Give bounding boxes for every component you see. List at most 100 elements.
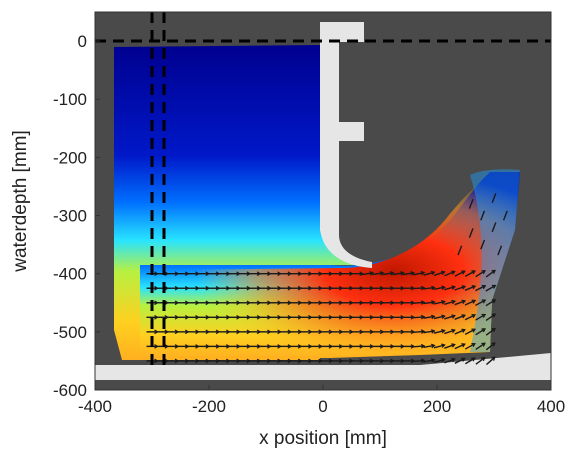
velocity-vector bbox=[464, 314, 476, 321]
velocity-vector-head bbox=[471, 357, 476, 362]
velocity-vector bbox=[454, 270, 466, 277]
velocity-vector bbox=[454, 300, 466, 306]
velocity-vector bbox=[480, 239, 486, 250]
velocity-vector bbox=[475, 328, 486, 336]
velocity-vector bbox=[433, 271, 445, 277]
velocity-vector bbox=[423, 330, 435, 334]
velocity-vector bbox=[444, 315, 456, 320]
velocity-vector bbox=[485, 284, 496, 292]
velocity-vector-head bbox=[441, 328, 446, 334]
velocity-vector bbox=[468, 198, 474, 209]
velocity-vector bbox=[485, 313, 496, 321]
velocity-vector-head bbox=[451, 285, 456, 290]
velocity-vector-head bbox=[451, 343, 456, 348]
y-tick-label: 0 bbox=[78, 32, 87, 51]
velocity-vector bbox=[444, 286, 456, 291]
velocity-vector-head bbox=[491, 327, 496, 333]
velocity-vector-head bbox=[359, 271, 364, 277]
velocity-vector bbox=[382, 272, 394, 276]
velocity-vector-head bbox=[481, 284, 487, 290]
velocity-vector bbox=[433, 286, 445, 290]
velocity-vector bbox=[444, 343, 455, 349]
x-tick-label: 0 bbox=[318, 397, 327, 416]
velocity-vector bbox=[464, 357, 476, 365]
velocity-vector-head bbox=[441, 357, 446, 363]
velocity-vector-head bbox=[410, 270, 416, 276]
velocity-vector-head bbox=[491, 356, 496, 361]
velocity-vector bbox=[475, 313, 486, 321]
velocity-vector-head bbox=[491, 299, 497, 304]
velocity-vector-head bbox=[491, 313, 497, 318]
velocity-vector-head bbox=[491, 342, 496, 347]
velocity-vector bbox=[485, 299, 496, 307]
velocity-vector-head bbox=[379, 270, 385, 276]
velocity-vector bbox=[454, 314, 466, 320]
velocity-vector bbox=[485, 328, 496, 336]
velocity-vector-head bbox=[389, 270, 395, 276]
velocity-vector bbox=[433, 344, 445, 349]
y-axis-label: waterdepth [mm] bbox=[10, 130, 31, 273]
velocity-vector-head bbox=[420, 343, 426, 349]
velocity-vector-head bbox=[441, 314, 446, 319]
velocity-vector bbox=[423, 286, 435, 290]
velocity-vector bbox=[413, 359, 425, 363]
velocity-vector bbox=[413, 301, 425, 304]
velocity-vector-head bbox=[491, 269, 496, 274]
x-tick-label: -200 bbox=[192, 397, 226, 416]
velocity-vector-head bbox=[481, 270, 486, 275]
velocity-vector bbox=[475, 285, 486, 292]
x-tick-label: 400 bbox=[537, 397, 565, 416]
velocity-vector-head bbox=[461, 328, 466, 333]
y-tick-label: -200 bbox=[53, 148, 87, 167]
y-tick-label: -100 bbox=[53, 90, 87, 109]
velocity-vector bbox=[413, 345, 425, 348]
velocity-vector bbox=[423, 344, 435, 349]
velocity-vector-head bbox=[481, 299, 487, 304]
velocity-vector-head bbox=[430, 343, 436, 349]
y-tick-label: -600 bbox=[53, 381, 87, 400]
velocity-vector-head bbox=[471, 328, 476, 333]
velocity-vector bbox=[433, 329, 445, 334]
y-tick-label: -300 bbox=[53, 207, 87, 226]
velocity-vector bbox=[491, 222, 497, 233]
velocity-vector bbox=[392, 272, 404, 276]
velocity-vector bbox=[444, 270, 455, 277]
velocity-field-hot bbox=[160, 172, 520, 352]
velocity-vector bbox=[464, 343, 476, 350]
velocity-vector-head bbox=[420, 314, 426, 320]
velocity-vector-head bbox=[420, 329, 426, 334]
velocity-vector-head bbox=[441, 343, 446, 348]
velocity-vector-head bbox=[471, 313, 477, 319]
velocity-vector-head bbox=[430, 314, 436, 320]
velocity-vector-head bbox=[431, 300, 436, 305]
velocity-vector bbox=[361, 272, 374, 276]
velocity-vector bbox=[475, 270, 486, 278]
y-tick-label: -400 bbox=[53, 265, 87, 284]
velocity-vector-head bbox=[481, 328, 486, 333]
velocity-vector-head bbox=[400, 270, 405, 276]
velocity-vector bbox=[475, 342, 486, 351]
velocity-vector bbox=[464, 299, 476, 306]
velocity-vector bbox=[444, 329, 455, 335]
velocity-vector-head bbox=[461, 357, 466, 362]
velocity-vector bbox=[468, 228, 474, 238]
velocity-vector-head bbox=[471, 342, 476, 348]
velocity-vector bbox=[423, 301, 435, 305]
velocity-vector-head bbox=[451, 357, 456, 363]
velocity-vector bbox=[497, 245, 503, 256]
velocity-vector bbox=[485, 269, 496, 278]
velocity-vector-head bbox=[461, 314, 467, 319]
velocity-vector bbox=[485, 356, 496, 366]
velocity-vector-head bbox=[451, 299, 456, 305]
velocity-vector bbox=[413, 330, 425, 333]
velocity-vector bbox=[475, 357, 486, 365]
y-axis: 0 -100 -200 -300 -400 -500 -600 bbox=[53, 32, 100, 400]
y-tick-label: -500 bbox=[53, 323, 87, 342]
velocity-vector bbox=[457, 245, 463, 256]
velocity-vector-head bbox=[431, 285, 436, 291]
velocity-vector bbox=[433, 300, 445, 305]
velocity-vector-head bbox=[451, 270, 456, 275]
velocity-vector bbox=[413, 271, 425, 276]
velocity-vector bbox=[480, 210, 486, 221]
